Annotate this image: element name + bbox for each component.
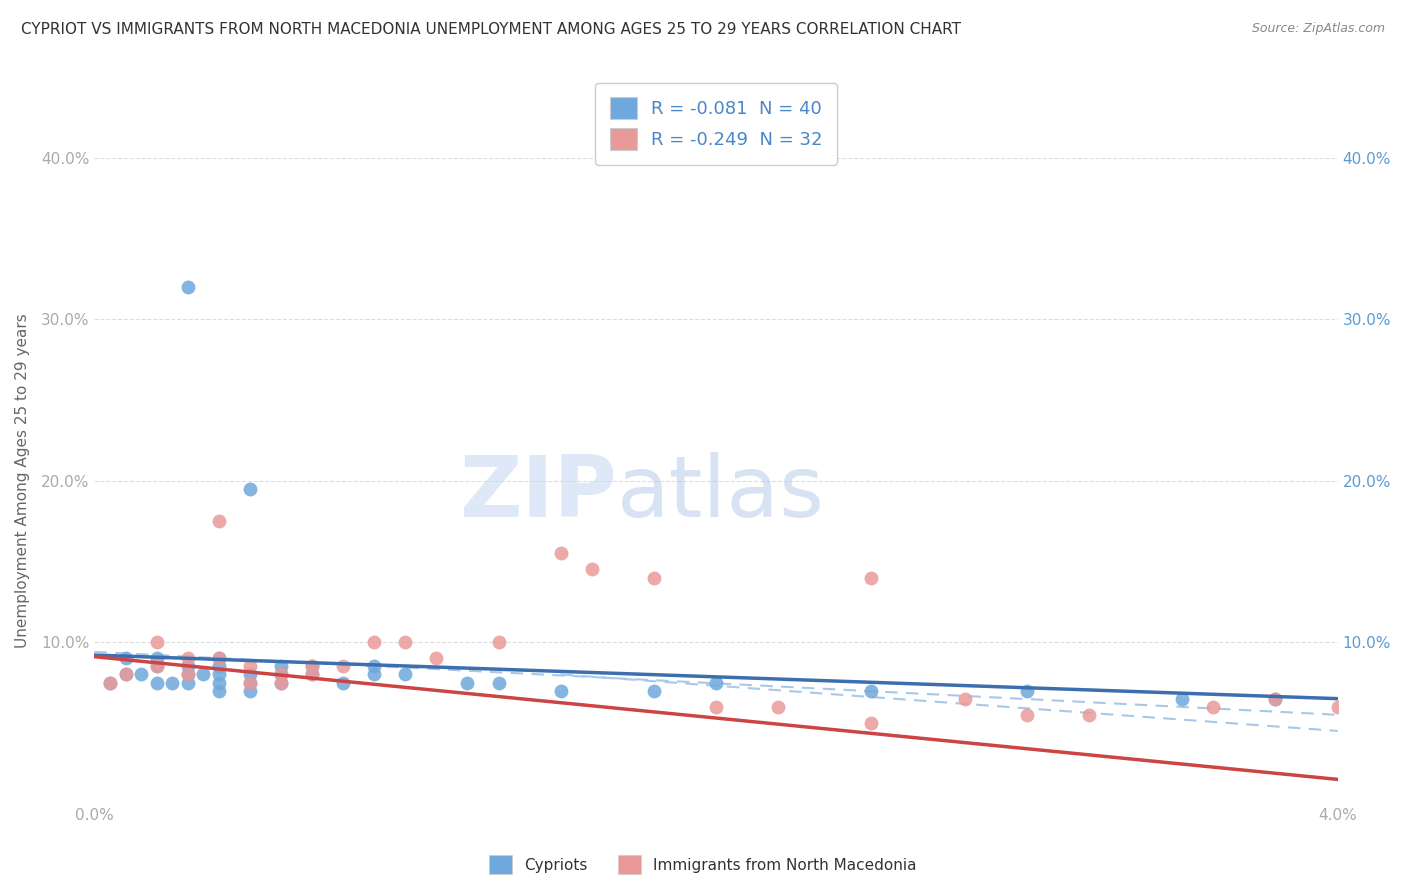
Point [208, 514, 231, 528]
Point [98, 675, 121, 690]
Point [177, 280, 200, 294]
Point [177, 659, 200, 673]
Point [704, 699, 727, 714]
Point [1202, 699, 1225, 714]
Point [208, 651, 231, 665]
Point [704, 675, 727, 690]
Point [860, 570, 883, 584]
Point [270, 675, 292, 690]
Point [860, 683, 883, 698]
Point [1171, 691, 1194, 706]
Point [270, 659, 292, 673]
Point [1015, 683, 1038, 698]
Point [114, 667, 136, 681]
Point [145, 659, 167, 673]
Point [114, 651, 136, 665]
Point [239, 659, 262, 673]
Y-axis label: Unemployment Among Ages 25 to 29 years: Unemployment Among Ages 25 to 29 years [15, 313, 30, 648]
Point [270, 667, 292, 681]
Point [114, 667, 136, 681]
Point [1264, 691, 1286, 706]
Point [332, 675, 354, 690]
Point [550, 546, 572, 560]
Point [145, 675, 167, 690]
Point [363, 667, 385, 681]
Point [145, 651, 167, 665]
Point [193, 667, 215, 681]
Point [301, 667, 323, 681]
Point [953, 691, 976, 706]
Point [208, 675, 231, 690]
Point [860, 715, 883, 730]
Point [643, 570, 665, 584]
Point [177, 651, 200, 665]
Point [160, 675, 183, 690]
Legend: Cypriots, Immigrants from North Macedonia: Cypriots, Immigrants from North Macedoni… [484, 849, 922, 880]
Point [301, 659, 323, 673]
Text: atlas: atlas [617, 452, 824, 535]
Point [208, 683, 231, 698]
Point [208, 651, 231, 665]
Point [643, 683, 665, 698]
Point [145, 659, 167, 673]
Point [301, 667, 323, 681]
Point [363, 659, 385, 673]
Point [239, 675, 262, 690]
Point [1078, 707, 1101, 722]
Point [1264, 691, 1286, 706]
Point [177, 675, 200, 690]
Point [208, 667, 231, 681]
Point [394, 667, 416, 681]
Point [270, 675, 292, 690]
Point [766, 699, 789, 714]
Point [425, 651, 447, 665]
Point [456, 675, 478, 690]
Point [550, 683, 572, 698]
Point [239, 683, 262, 698]
Point [1326, 699, 1348, 714]
Point [177, 667, 200, 681]
Point [1015, 707, 1038, 722]
Point [581, 562, 603, 576]
Point [239, 667, 262, 681]
Point [488, 675, 510, 690]
Point [239, 675, 262, 690]
Point [301, 659, 323, 673]
Point [394, 635, 416, 649]
Point [145, 635, 167, 649]
Point [239, 482, 262, 496]
Point [177, 667, 200, 681]
Text: ZIP: ZIP [458, 452, 617, 535]
Point [208, 659, 231, 673]
Point [270, 667, 292, 681]
Point [488, 635, 510, 649]
Text: CYPRIOT VS IMMIGRANTS FROM NORTH MACEDONIA UNEMPLOYMENT AMONG AGES 25 TO 29 YEAR: CYPRIOT VS IMMIGRANTS FROM NORTH MACEDON… [21, 22, 962, 37]
Point [332, 659, 354, 673]
Text: Source: ZipAtlas.com: Source: ZipAtlas.com [1251, 22, 1385, 36]
Legend: R = -0.081  N = 40, R = -0.249  N = 32: R = -0.081 N = 40, R = -0.249 N = 32 [595, 83, 837, 165]
Point [98, 675, 121, 690]
Point [363, 635, 385, 649]
Point [129, 667, 152, 681]
